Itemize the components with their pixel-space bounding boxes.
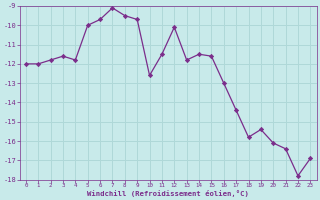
X-axis label: Windchill (Refroidissement éolien,°C): Windchill (Refroidissement éolien,°C) — [87, 190, 249, 197]
